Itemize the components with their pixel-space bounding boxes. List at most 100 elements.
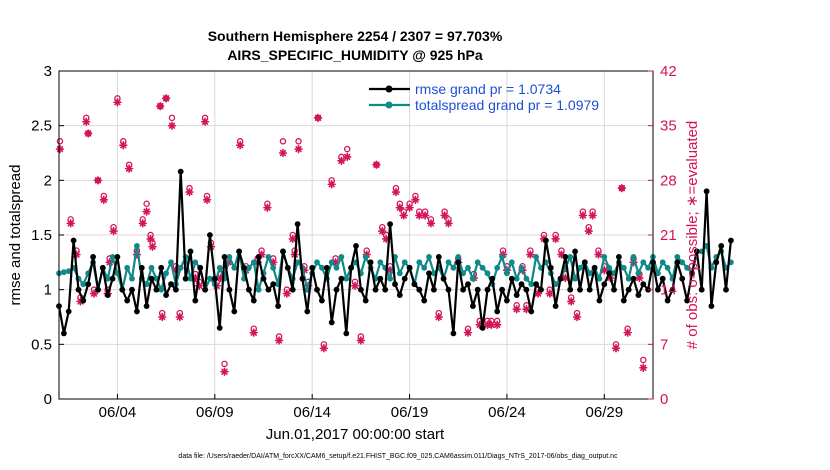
rmse-point (489, 275, 496, 282)
rmse-point (353, 243, 359, 249)
rmse-point (728, 237, 734, 244)
obs-evaluated-marker (89, 289, 99, 298)
totalspread-point (328, 259, 335, 266)
obs-evaluated-marker (588, 211, 597, 220)
totalspread-point (158, 286, 165, 293)
y-tick-label: 3 (44, 63, 52, 80)
totalspread-point (265, 254, 272, 260)
obs-evaluated-stroke (186, 188, 193, 196)
rmse-point (143, 303, 150, 309)
rmse-point (577, 286, 583, 293)
obs-evaluated-marker (66, 219, 75, 228)
obs-evaluated-marker (327, 180, 336, 189)
totalspread-point (465, 264, 471, 271)
totalspread-point (163, 270, 170, 277)
obs-evaluated-stroke (601, 266, 608, 274)
rmse-point (586, 286, 593, 293)
rmse-point (611, 286, 617, 293)
rmse-point (372, 286, 379, 293)
rmse-point (177, 168, 184, 175)
rmse-point (450, 330, 457, 337)
totalspread-point (528, 281, 535, 288)
obs-evaluated-stroke (396, 204, 403, 211)
obs-evaluated-stroke (56, 145, 64, 153)
totalspread-point (625, 275, 632, 282)
rmse-point (328, 319, 335, 326)
x-tick-label: 06/09 (196, 404, 234, 421)
obs-evaluated-stroke (624, 329, 631, 336)
rmse-point (708, 303, 715, 309)
rmse-point (192, 297, 199, 304)
obs-evaluated-marker (175, 312, 184, 322)
obs-evaluated-stroke (250, 329, 257, 336)
obs-evaluated-stroke (546, 290, 553, 297)
totalspread-point (343, 275, 350, 282)
data-file-footnote: data file: /Users/raeder/DAI/ATM_forcXX/… (178, 453, 618, 460)
rmse-point (280, 248, 286, 255)
totalspread-point (231, 264, 238, 271)
obs-evaluated-marker (138, 219, 147, 228)
obs-evaluated-marker (356, 336, 366, 345)
rmse-point (304, 308, 311, 315)
obs-evaluated-stroke (488, 321, 495, 328)
y-right-tick-label: 42 (660, 63, 677, 80)
rmse-point (606, 270, 613, 277)
y-axis-label: rmse and totalspread (7, 165, 24, 306)
obs-evaluated-stroke (441, 212, 448, 219)
obs-evaluated-marker (146, 234, 155, 244)
obs-evaluated-marker (185, 187, 194, 197)
totalspread-point (65, 268, 72, 274)
obs-evaluated-stroke (379, 227, 386, 235)
obs-evaluated-stroke (162, 95, 170, 102)
obs-evaluated-marker (93, 176, 103, 185)
obs-evaluated-stroke (373, 161, 380, 168)
totalspread-point (606, 264, 613, 271)
obs-evaluated-stroke (406, 204, 413, 211)
totalspread-point (314, 259, 320, 266)
obs-evaluated-marker (395, 203, 405, 212)
totalspread-point (659, 259, 666, 266)
rmse-point (401, 275, 408, 282)
x-tick-label: 06/29 (586, 404, 624, 421)
rmse-point (693, 248, 700, 255)
obs-evaluated-marker (343, 152, 352, 162)
y-tick-label: 2 (44, 172, 52, 189)
obs-evaluated-stroke (552, 235, 559, 243)
totalspread-point (533, 254, 539, 260)
totalspread-point (421, 264, 428, 271)
rmse-point (99, 264, 106, 271)
rmse-point (664, 297, 671, 304)
obs-evaluated-stroke (595, 251, 602, 258)
totalspread-point (596, 275, 603, 282)
rmse-point (80, 297, 87, 304)
obs-evaluated-marker (124, 164, 134, 173)
obs-evaluated-stroke (328, 181, 335, 188)
totalspread-point (426, 254, 432, 260)
totalspread-point (679, 259, 686, 266)
obs-evaluated-marker (411, 195, 420, 205)
rmse-point (616, 254, 622, 260)
obs-evaluated-stroke (221, 368, 228, 375)
obs-evaluated-stroke (589, 212, 596, 219)
obs-evaluated-stroke (640, 364, 647, 371)
y-tick-label: 1 (44, 282, 52, 299)
y-right-axis-label: # of obs: o=possible; ∗=evaluated (684, 121, 701, 350)
obs-evaluated-marker (463, 328, 473, 337)
rmse-point (299, 275, 306, 282)
obs-evaluated-stroke (351, 282, 359, 289)
totalspread-point (645, 264, 651, 271)
rmse-point (625, 286, 632, 293)
rmse-point (572, 248, 578, 255)
obs-evaluated-stroke (527, 251, 534, 258)
rmse-point (557, 275, 564, 282)
obs-evaluated-stroke (445, 220, 452, 227)
totalspread-point (270, 264, 277, 271)
obs-evaluated-stroke (412, 196, 419, 204)
rmse-point (90, 254, 96, 260)
obs-evaluated-marker (611, 344, 621, 353)
rmse-point (168, 281, 174, 288)
rmse-point (474, 286, 481, 293)
rmse-point (104, 292, 111, 298)
obs-evaluated-marker (161, 94, 171, 103)
obs-evaluated-marker (350, 281, 360, 290)
